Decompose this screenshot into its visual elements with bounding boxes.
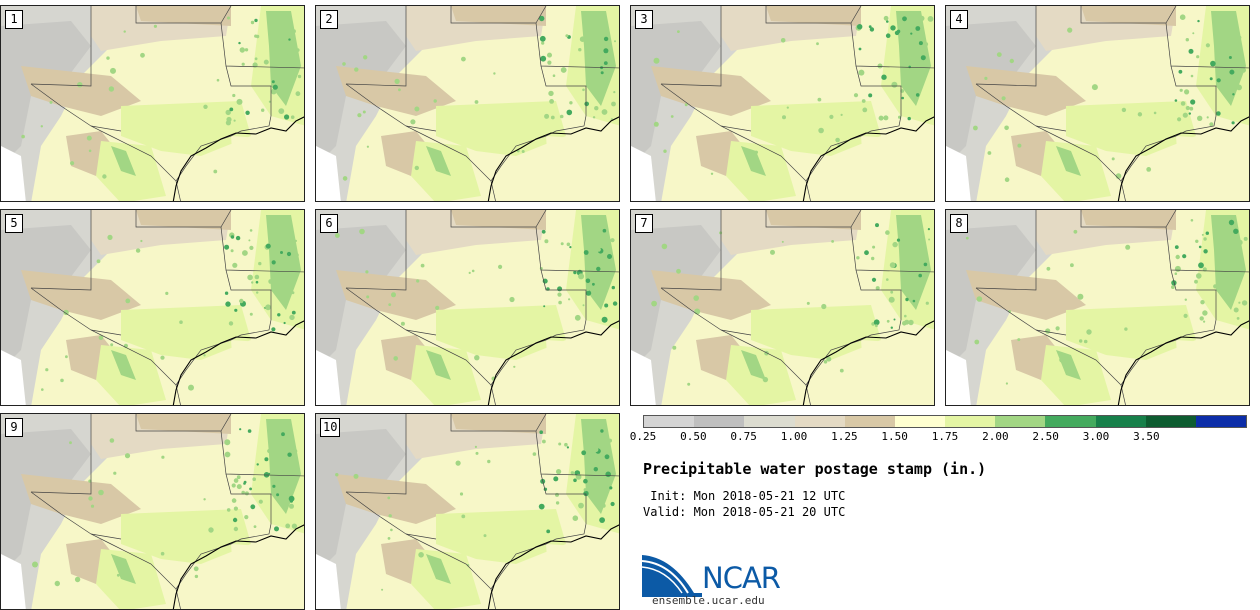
- colorbar: 0.25 0.50 0.75 1.00 1.25 1.50 1.75 2.00 2.50 3.00…: [630, 415, 1247, 444]
- panel-number: 10: [320, 418, 341, 437]
- colorbar-swatch: [1095, 416, 1146, 427]
- map: [316, 210, 619, 405]
- panel-number: 1: [5, 10, 23, 29]
- map: [631, 210, 934, 405]
- panel-number: 3: [635, 10, 653, 29]
- stamp-panel: 10: [315, 413, 620, 610]
- colorbar-swatch: [1045, 416, 1096, 427]
- colorbar-swatches: [643, 415, 1247, 428]
- colorbar-tick-label: 1.25: [831, 430, 858, 443]
- colorbar-tick-label: 1.75: [931, 430, 959, 443]
- colorbar-tick-label: 3.50: [1133, 430, 1160, 443]
- colorbar-swatch: [945, 416, 996, 427]
- colorbar-tick-label: 1.50: [881, 430, 908, 443]
- panel-number: 6: [320, 214, 338, 233]
- map: [316, 6, 619, 201]
- colorbar-tick-label: 3.00: [1082, 430, 1110, 443]
- panel-number: 2: [320, 10, 338, 29]
- ncar-logo-text: NCAR: [702, 561, 781, 595]
- stamp-panel: 4: [945, 5, 1250, 202]
- map: [1, 414, 304, 609]
- panel-number: 7: [635, 214, 653, 233]
- panel-number: 5: [5, 214, 23, 233]
- colorbar-ticks: 0.25 0.50 0.75 1.00 1.25 1.50 1.75 2.00 2.50 3.00…: [630, 428, 1247, 444]
- colorbar-swatch: [1195, 416, 1247, 427]
- stamp-panel: 1: [0, 5, 305, 202]
- stamp-panel: 5: [0, 209, 305, 406]
- panel-number: 9: [5, 418, 23, 437]
- colorbar-swatch: [894, 416, 946, 427]
- map: [946, 210, 1249, 405]
- colorbar-tick-label: 1.00: [780, 430, 808, 443]
- panel-number: 8: [950, 214, 968, 233]
- colorbar-swatch: [1145, 416, 1196, 427]
- colorbar-tick-label: 0.75: [730, 430, 757, 443]
- stamp-panel: 2: [315, 5, 620, 202]
- colorbar-swatch: [995, 416, 1046, 427]
- map: [1, 6, 304, 201]
- valid-time: Valid: Mon 2018-05-21 20 UTC: [643, 505, 846, 519]
- colorbar-swatch: [844, 416, 895, 427]
- init-time: Init: Mon 2018-05-21 12 UTC: [643, 489, 846, 503]
- stamp-panel: 3: [630, 5, 935, 202]
- colorbar-tick-label: 0.50: [680, 430, 707, 443]
- colorbar-tick-label: 0.25: [629, 430, 657, 443]
- stamp-panel: 8: [945, 209, 1250, 406]
- website-label: ensemble.ucar.edu: [652, 594, 765, 607]
- stamp-panel: 9: [0, 413, 305, 610]
- ncar-logo: NCAR: [641, 553, 802, 603]
- map: [946, 6, 1249, 201]
- stamp-panel: 7: [630, 209, 935, 406]
- colorbar-swatch: [794, 416, 845, 427]
- colorbar-swatch: [644, 416, 695, 427]
- plot-title: Precipitable water postage stamp (in.): [643, 460, 987, 478]
- stamp-panel: 6: [315, 209, 620, 406]
- panel-number: 4: [950, 10, 968, 29]
- colorbar-swatch: [744, 416, 795, 427]
- map: [316, 414, 619, 609]
- colorbar-swatch: [694, 416, 745, 427]
- map: [1, 210, 304, 405]
- colorbar-tick-label: 2.00: [982, 430, 1009, 443]
- ncar-swoosh-icon: [641, 555, 702, 597]
- map: [631, 6, 934, 201]
- colorbar-tick-label: 2.50: [1032, 430, 1059, 443]
